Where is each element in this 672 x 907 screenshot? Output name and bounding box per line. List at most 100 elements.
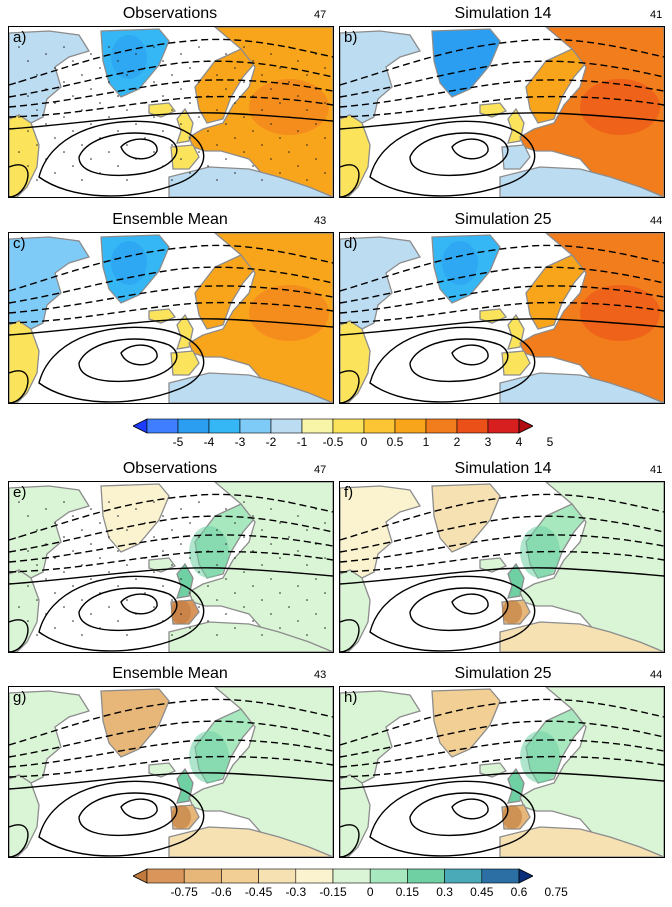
cold-anomaly-core [442,241,478,285]
contour-positive [9,567,333,585]
land-iberia [170,350,200,376]
cold-anomaly-core [111,35,147,79]
contour-positive [369,120,536,197]
temperature-colorbar-swatch [301,418,334,434]
cold-anomaly-core [442,35,478,79]
precipitation-colorbar-tick-label: -0.15 [319,885,347,899]
temperature-colorbar-swatches [132,418,534,434]
panel-h-label: h) [344,689,358,706]
panel-f-number: 41 [650,464,663,476]
land-africa [168,826,333,857]
contour-positive [78,792,178,837]
contour-positive [369,780,536,857]
panel-f-title: Simulation 14 [454,460,552,477]
land-usa [9,114,40,197]
precipitation-colorbar-tick-label: 0 [366,885,374,899]
contour-negative [9,739,333,768]
contour-negative [340,244,664,292]
map-panel-h: h) [339,686,665,858]
land-greenland [431,688,501,758]
contour-positive [78,132,178,177]
map-panel-g: g) [8,686,334,858]
temperature-colorbar-swatch [363,418,396,434]
land-africa [168,372,333,403]
warm-anomaly-core [249,285,329,341]
temperature-colorbar-swatch [208,418,241,434]
map-svg-h [340,687,664,857]
warm-anomaly-core [580,285,660,341]
contour-positive [120,798,158,820]
land-africa [168,621,333,652]
precipitation-colorbar-tick-label: 0.45 [470,885,494,899]
temperature-colorbar-max-arrow [518,418,534,434]
contour-negative [340,493,664,541]
contour-negative [340,698,664,746]
contour-positive [409,792,509,837]
dry-anomaly-core [502,600,522,624]
precipitation-colorbar-swatch [407,868,445,884]
contour-negative [9,755,333,778]
precipitation-colorbar-tick-label: 0.75 [544,885,568,899]
land-greenland [100,483,170,553]
contour-negative [340,534,664,563]
land-uk [176,313,194,350]
contour-negative [9,550,333,573]
panel-a-title: Observations [122,5,218,22]
contour-positive [9,112,333,130]
contour-negative [9,534,333,563]
contour-negative [340,38,664,86]
land-scandinavia [194,48,256,124]
land-africa [168,166,333,197]
temperature-colorbar-swatch [332,418,365,434]
temperature-colorbar-swatch [146,418,179,434]
land-uk [507,313,525,350]
contour-positive [409,132,509,177]
temperature-colorbar-swatch [487,418,520,434]
map-svg-c [9,233,333,403]
map-svg-b [340,27,664,197]
dry-anomaly-core [171,805,191,829]
temperature-colorbar: -5 -4 -3 -2 -1 -0.5 0 0.5 1 2 3 4 5 [132,418,553,452]
precipitation-colorbar-swatch [295,868,334,884]
panel-d-number: 44 [650,215,663,227]
precipitation-colorbar-tick-label: -0.75 [170,885,198,899]
temperature-colorbar-swatch [177,418,210,434]
panel-b-number: 41 [650,9,663,21]
map-svg-f [340,482,664,652]
precipitation-colorbar-min-arrow [132,868,148,884]
land-uk [176,107,194,144]
map-panel-e: e) [8,481,334,653]
contour-positive [409,338,509,383]
temperature-colorbar-swatch [270,418,303,434]
temperature-colorbar-swatch [394,418,427,434]
land-scandinavia [525,254,587,330]
temperature-colorbar-tick-label: -3 [234,435,246,449]
precipitation-colorbar-tick-label: -0.3 [285,885,307,899]
map-panel-d: d) [339,232,665,404]
precipitation-colorbar: -0.75 -0.6 -0.45 -0.3 -0.15 0 0.15 0.3 0.45 0.6 0.… [132,868,568,902]
contour-negative [9,79,333,108]
significance-stippling [18,46,326,181]
contour-positive [9,824,29,857]
map-svg-a [9,27,333,197]
land-greenland [100,688,170,758]
map-svg-e [9,482,333,652]
contour-positive [451,798,489,820]
panel-g-number: 43 [314,669,327,681]
map-panel-f: f) [339,481,665,653]
temperature-colorbar-tick-label: -5 [172,435,184,449]
contour-negative [9,244,333,292]
contour-negative [340,755,664,778]
cold-anomaly-core [111,241,147,285]
contour-positive [369,326,536,403]
land-africa [499,621,664,652]
panel-c-number: 43 [314,215,327,227]
land-uk [176,562,194,599]
contour-negative [340,95,664,118]
land-usa [9,320,40,403]
contour-negative [9,95,333,118]
contour-positive [9,164,29,197]
land-usa [340,320,371,403]
contour-positive [451,344,489,366]
contour-negative [9,38,333,86]
